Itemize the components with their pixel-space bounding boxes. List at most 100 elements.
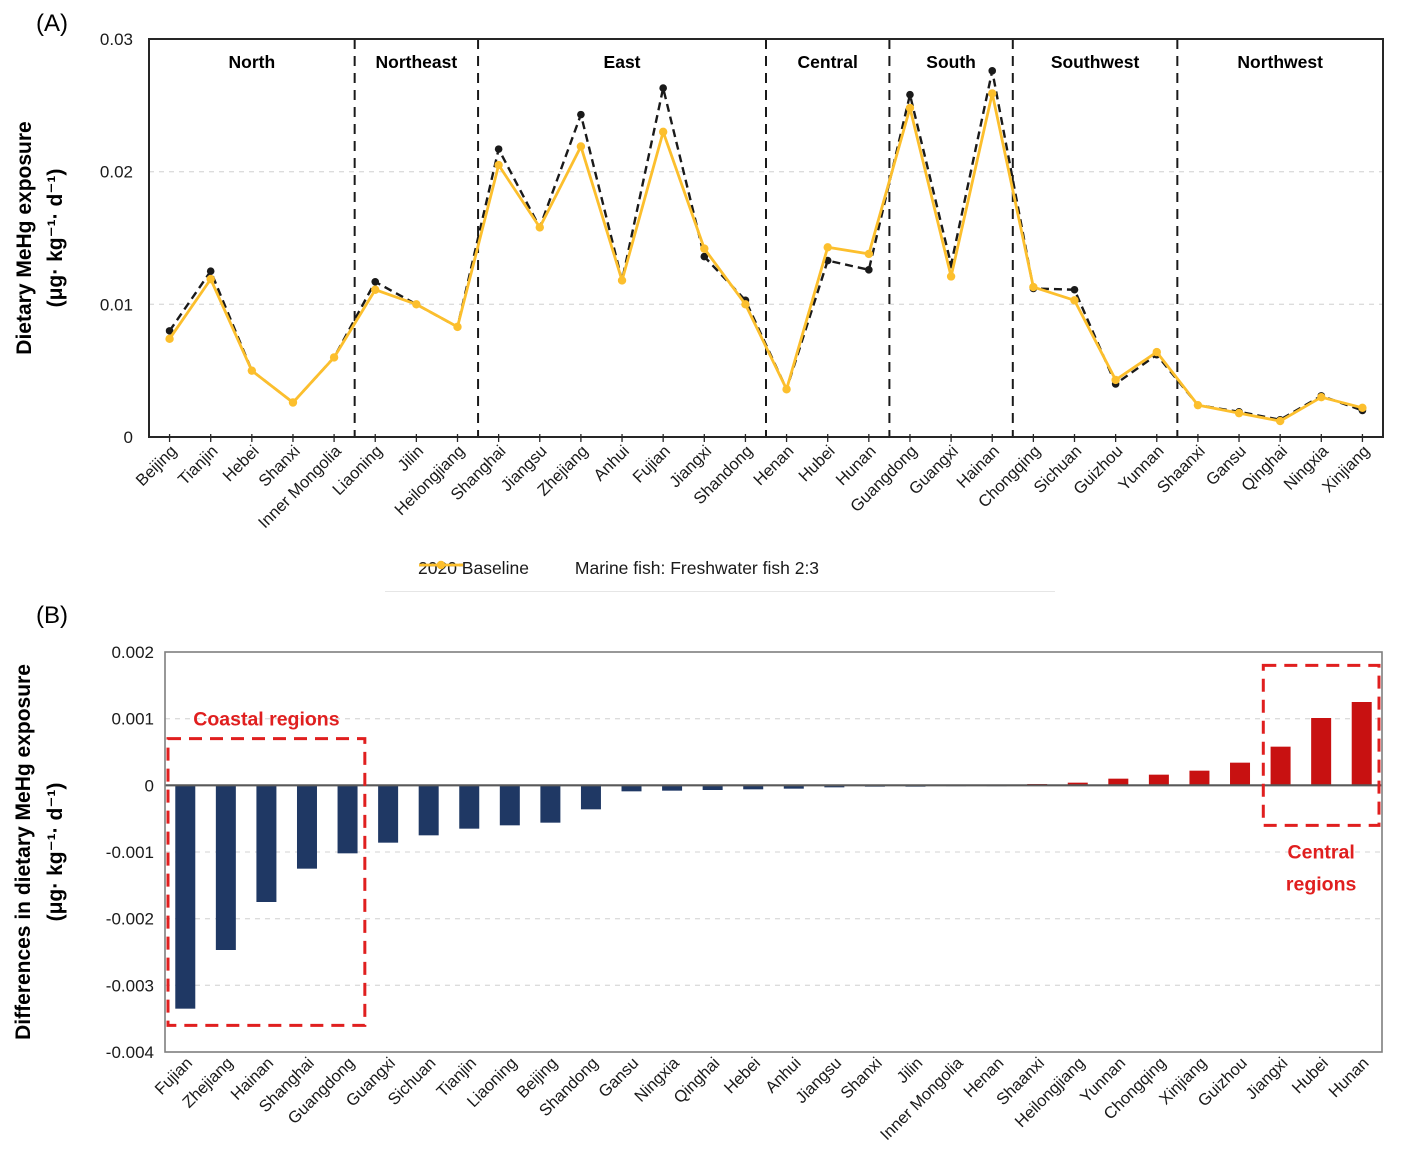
x-axis-label: Jiangsu [792, 1054, 845, 1107]
x-axis-label: Tianjin [175, 442, 222, 489]
bar [1351, 702, 1372, 786]
region-label: North [229, 52, 276, 72]
baseline-legend-label: 2020 Baseline [418, 558, 529, 578]
data-point [206, 267, 215, 275]
annotation-label: regions [1286, 873, 1357, 895]
x-axis-label: Jilin [893, 1054, 926, 1087]
data-point [865, 266, 873, 274]
bar [175, 785, 196, 1009]
bar [1270, 746, 1291, 786]
y-tick-label: 0 [145, 776, 154, 795]
bar [378, 785, 399, 843]
region-label: Northeast [376, 52, 458, 72]
data-point [288, 398, 298, 407]
region-label: South [926, 52, 976, 72]
data-point [1152, 347, 1161, 357]
panel-a-letter: (A) [36, 10, 68, 37]
bar [499, 785, 520, 826]
data-point [988, 89, 997, 98]
data-point [946, 272, 956, 281]
data-point [658, 127, 668, 137]
region-label: Central [798, 52, 858, 72]
data-point [905, 103, 915, 113]
bar [1108, 778, 1129, 786]
bar [459, 785, 480, 829]
y-tick-label: -0.002 [106, 910, 154, 929]
panel-a-border [148, 38, 1384, 438]
data-point [1358, 403, 1367, 413]
x-axis-label: Hubei [795, 442, 838, 485]
bar [1230, 762, 1251, 786]
panel-b-plot: 0.0020.0010-0.001-0.002-0.003-0.004Fujia… [106, 643, 1383, 1144]
x-axis-label: Qinghai [1238, 442, 1291, 495]
x-axis-label: Henan [750, 442, 797, 489]
panel-b-letter: (B) [36, 602, 68, 629]
bar [702, 785, 723, 790]
region-label: Southwest [1051, 52, 1140, 72]
data-point [453, 322, 462, 332]
region-label: Northwest [1237, 52, 1323, 72]
y-tick-label: 0.001 [111, 710, 154, 729]
x-axis-label: Qinghai [671, 1054, 724, 1107]
data-point [206, 274, 215, 284]
legend-divider [385, 591, 1055, 592]
data-point [371, 277, 380, 286]
annotation-box [1261, 663, 1381, 827]
bar [621, 785, 642, 792]
y-tick-label: 0 [124, 428, 133, 447]
data-point [1193, 400, 1203, 410]
bar [337, 785, 358, 854]
data-point [1317, 393, 1326, 402]
data-point [412, 300, 421, 309]
data-point [617, 276, 627, 285]
x-axis-label: Hebei [721, 1054, 764, 1097]
data-point [823, 243, 832, 252]
panel-a-plot: North Northeast East Central South Southwest N… [100, 30, 1384, 532]
bar [1148, 774, 1169, 786]
legend-item-scenario: Marine fish: Freshwater fish 2:3 [419, 558, 820, 579]
data-point [659, 84, 667, 92]
bar [256, 785, 277, 902]
data-point [494, 160, 503, 170]
data-point [906, 90, 914, 99]
x-axis-label: Hubei [1289, 1054, 1332, 1097]
bar [580, 785, 601, 810]
data-point [247, 366, 257, 375]
data-point [988, 67, 997, 75]
region-label: East [604, 52, 641, 72]
y-tick-label: -0.003 [106, 976, 154, 995]
data-point [1070, 285, 1079, 294]
data-point [700, 252, 709, 261]
data-point [1029, 282, 1038, 292]
data-point [165, 327, 174, 335]
data-point [494, 145, 503, 153]
bar [215, 785, 236, 950]
panel-a-y-axis-title-line1: Dietary MeHg exposure [13, 121, 36, 354]
data-point [1234, 408, 1244, 418]
x-axis-label: Jiangxi [1242, 1054, 1291, 1103]
y-tick-label: 0.01 [100, 295, 133, 314]
y-tick-label: 0.02 [100, 163, 133, 182]
bar [1067, 782, 1088, 786]
data-point [1070, 296, 1079, 305]
bar [296, 785, 317, 869]
panel-b-y-axis-title-line2: (μg· kg⁻¹· d⁻¹) [44, 783, 67, 922]
y-tick-label: 0.002 [111, 643, 154, 662]
legend: 2020 Baseline Marine fish: Freshwater fi… [418, 558, 819, 579]
bar [1311, 718, 1332, 786]
data-point [782, 385, 791, 394]
data-point [576, 142, 586, 151]
scenario-legend-label: Marine fish: Freshwater fish 2:3 [574, 558, 820, 578]
bar [1189, 770, 1210, 786]
annotation-label: Coastal regions [193, 709, 339, 731]
y-tick-label: 0.03 [100, 30, 133, 49]
annotation-box [166, 737, 367, 1027]
data-point [535, 223, 544, 232]
data-point [864, 249, 874, 259]
y-tick-label: -0.001 [106, 843, 154, 862]
data-point [1111, 375, 1120, 385]
x-axis-label: Shanxi [837, 1054, 885, 1102]
y-tick-label: -0.004 [106, 1043, 154, 1062]
scenario-legend-dot [436, 560, 446, 570]
